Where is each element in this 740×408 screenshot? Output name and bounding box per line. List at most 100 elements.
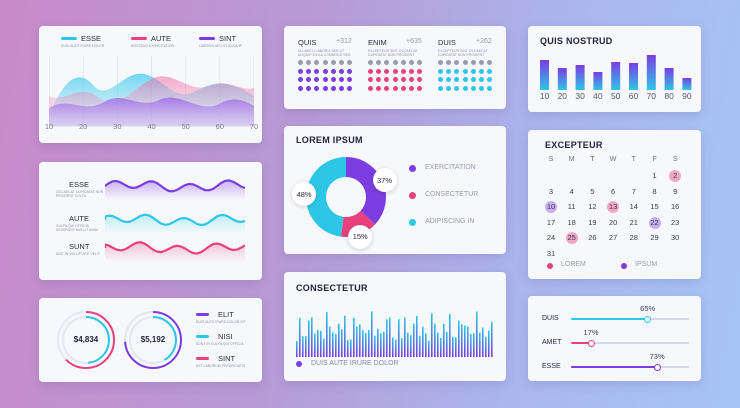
bar <box>482 327 484 357</box>
dot <box>392 77 398 82</box>
quis-x-tick: 30 <box>575 91 585 101</box>
quis-x-tick: 80 <box>664 91 674 101</box>
calendar-day[interactable]: 26 <box>588 233 597 242</box>
calendar-day[interactable]: 17 <box>546 217 556 227</box>
bar <box>380 333 382 357</box>
bar <box>326 311 328 357</box>
bar <box>317 329 319 357</box>
legend-swatch-nisi <box>196 335 209 338</box>
calendar-day[interactable]: 22 <box>650 217 659 227</box>
wave-label-esse: ESSE <box>69 180 90 189</box>
calendar-day[interactable]: 20 <box>608 217 618 227</box>
calendar-day[interactable]: 30 <box>671 233 680 242</box>
calendar-day[interactable]: 6 <box>611 186 616 196</box>
dot <box>298 68 303 74</box>
calendar-day[interactable]: 11 <box>567 202 576 211</box>
slider-handle[interactable] <box>653 363 661 371</box>
calendar-day[interactable]: 23 <box>671 217 680 227</box>
slider-label: ESSE <box>542 363 561 370</box>
calendar-day[interactable]: 29 <box>650 233 659 242</box>
dot <box>339 77 344 82</box>
donut-legend-dot <box>409 165 416 172</box>
calendar-day[interactable]: 18 <box>567 217 576 227</box>
calendar-day[interactable]: 31 <box>546 248 556 258</box>
legend-swatch-sint <box>199 37 215 40</box>
dot <box>417 85 423 91</box>
dot <box>417 77 423 82</box>
calendar-day[interactable]: 13 <box>608 202 618 211</box>
bar <box>425 333 427 357</box>
calendar-day[interactable]: 3 <box>548 186 554 196</box>
calendar-day[interactable]: 7 <box>631 186 636 196</box>
calendar-day[interactable]: 16 <box>671 202 680 211</box>
calendar-day[interactable]: 27 <box>608 233 618 242</box>
donut-legend-label: ADIPISCING IN <box>425 218 475 225</box>
dot <box>487 85 493 91</box>
calendar-day[interactable]: 15 <box>650 202 659 211</box>
quis-bar <box>557 68 567 90</box>
calendar-day[interactable]: 28 <box>629 233 638 242</box>
bar <box>368 329 370 357</box>
dot <box>446 60 452 65</box>
dot <box>330 60 336 65</box>
legend-swatch-aute <box>131 37 147 40</box>
bar <box>365 332 367 357</box>
wave-esse <box>105 179 245 200</box>
bar <box>401 338 403 357</box>
wave-card: ESSE OCCAECAT CUPIDATAT NON PROIDENT CULP… <box>39 162 262 280</box>
dot <box>438 68 443 74</box>
quis-bar <box>682 78 692 90</box>
bar <box>419 335 421 357</box>
bar <box>308 320 310 357</box>
calendar-day[interactable]: 14 <box>629 202 638 211</box>
quis-bar <box>611 62 621 90</box>
calendar-day[interactable]: 19 <box>588 217 597 227</box>
calendar-legend-dot <box>547 263 553 269</box>
rings-card: $4,834 $5,192 ELIT DUIS AUTE IRURE DOLOR … <box>39 298 262 382</box>
dot <box>306 85 312 91</box>
bar <box>413 323 415 357</box>
calendar-title: EXCEPTEUR <box>545 140 603 150</box>
donut-legend-dot <box>409 192 416 199</box>
dot <box>384 85 390 91</box>
ring-1-value: $4,834 <box>73 335 99 344</box>
dot <box>400 85 406 91</box>
quis-bar <box>629 63 638 90</box>
calendar-day[interactable]: 9 <box>673 186 678 196</box>
dot <box>400 77 406 82</box>
slider-track[interactable] <box>571 342 689 344</box>
calendar-day[interactable]: 25 <box>567 233 576 242</box>
dot <box>438 77 443 82</box>
dot <box>330 77 336 82</box>
bar <box>362 330 364 357</box>
dot <box>479 60 484 65</box>
calendar-day[interactable]: 5 <box>590 186 595 196</box>
slider-handle[interactable] <box>587 339 595 347</box>
day-highlight <box>565 232 578 244</box>
calendar-day[interactable]: 12 <box>588 202 597 211</box>
dot <box>462 60 468 65</box>
calendar-day[interactable]: 2 <box>673 171 678 180</box>
dot-group-sub: EXCEPTEUR SINT OCCAECAT CUPIDATAT NON PR… <box>438 49 488 58</box>
legend-sub: LABORIS NISI UT ALIQUIP <box>199 44 242 48</box>
dot <box>438 85 443 91</box>
dot <box>298 85 303 91</box>
calendar-day[interactable]: 10 <box>546 202 556 211</box>
dot-group-delta: +262 <box>476 38 492 45</box>
calendar-day[interactable]: 24 <box>546 233 556 242</box>
dot <box>314 60 320 65</box>
dot <box>470 85 476 91</box>
ring-2-value: $5,192 <box>140 335 166 344</box>
legend-swatch-sint <box>196 357 209 360</box>
donut-pct-bubble: 48% <box>292 182 317 207</box>
calendar-day[interactable]: 21 <box>629 217 638 227</box>
slider-handle[interactable] <box>644 315 652 323</box>
dot <box>306 60 312 65</box>
calendar-day[interactable]: 8 <box>652 186 657 196</box>
bar <box>347 339 349 357</box>
weekday-label: T <box>590 156 595 163</box>
bar <box>485 336 487 357</box>
bar <box>383 331 385 357</box>
calendar-day[interactable]: 4 <box>569 186 574 196</box>
calendar-day[interactable]: 1 <box>652 171 657 180</box>
